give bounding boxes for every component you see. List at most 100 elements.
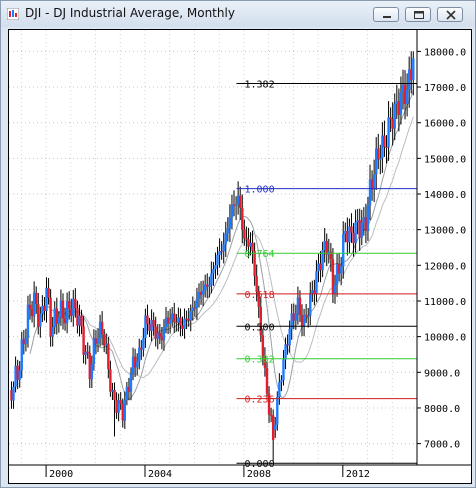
minimize-icon xyxy=(383,16,391,18)
close-button[interactable] xyxy=(437,7,463,22)
title-bar[interactable]: DJI - DJ Industrial Average, Monthly xyxy=(1,1,475,27)
candle-body xyxy=(61,300,65,319)
candle-body xyxy=(166,317,170,324)
candle-body xyxy=(292,313,295,321)
candle-body xyxy=(187,318,190,321)
candle-body xyxy=(364,217,368,232)
candle-body xyxy=(123,400,127,421)
candle-body xyxy=(105,343,108,346)
candle-body xyxy=(88,353,91,380)
candle-body xyxy=(51,327,54,337)
time-axis: 2000 2004 2008 2012 xyxy=(9,464,471,480)
candle-body xyxy=(278,382,281,397)
candle-body xyxy=(329,251,333,260)
candle-body xyxy=(360,222,363,238)
time-tick-label: 2012 xyxy=(346,469,370,480)
candle-body xyxy=(150,319,153,331)
candle-body xyxy=(86,351,89,354)
candle-body xyxy=(335,264,339,285)
candle-body xyxy=(45,287,48,311)
price-tick-label: 8000.0 xyxy=(424,404,460,415)
candle-body xyxy=(313,290,316,294)
price-tick-label: 11000.0 xyxy=(424,297,466,308)
candle-body xyxy=(224,233,227,245)
candle-body xyxy=(218,251,221,255)
price-tick-label: 14000.0 xyxy=(424,190,466,201)
candle-body xyxy=(348,226,351,243)
candle-body xyxy=(185,318,188,320)
candle-body xyxy=(302,314,306,327)
fib-level-label: 1.000 xyxy=(244,185,274,196)
candle-body xyxy=(121,403,124,421)
time-tick-label: 2000 xyxy=(49,469,73,480)
candle-body xyxy=(397,101,401,115)
candle-body xyxy=(362,217,366,223)
candle-body xyxy=(142,338,145,350)
candle-body xyxy=(76,308,79,326)
candle-body xyxy=(366,205,370,232)
candle-body xyxy=(234,204,238,206)
candle-body xyxy=(144,315,147,339)
candle-body xyxy=(210,273,213,286)
moving-average-slow xyxy=(50,116,414,379)
time-tick-label: 2008 xyxy=(247,469,271,480)
candle-body xyxy=(226,228,230,234)
candle-body xyxy=(119,400,122,404)
candle-body xyxy=(379,158,382,160)
candle-body xyxy=(183,318,186,329)
candle-body xyxy=(111,389,114,392)
candle-body xyxy=(321,250,324,271)
candle-body xyxy=(78,315,81,326)
candle-body xyxy=(261,335,265,357)
candle-body xyxy=(354,222,357,244)
candle-body xyxy=(259,306,263,336)
candle-body xyxy=(22,339,26,345)
candle-body xyxy=(171,313,174,320)
candle-body xyxy=(173,313,176,322)
candle-body xyxy=(372,174,376,190)
candle-body xyxy=(298,297,302,316)
candle-body xyxy=(156,332,159,339)
candle-body xyxy=(346,231,349,243)
candle-body xyxy=(10,390,13,401)
candle-body xyxy=(216,254,219,266)
candle-body xyxy=(352,232,355,244)
candle-body xyxy=(37,304,40,327)
candle-body xyxy=(304,314,308,317)
candle-body xyxy=(154,326,157,339)
candle-body xyxy=(391,119,394,129)
price-tick-label: 13000.0 xyxy=(424,226,466,237)
candle-body xyxy=(100,321,104,335)
candle-body xyxy=(109,369,112,392)
candle-body xyxy=(350,226,353,233)
candle-body xyxy=(129,373,133,392)
candle-body xyxy=(247,239,250,247)
candle-body xyxy=(55,308,59,324)
candle-body xyxy=(232,204,236,206)
candle-body xyxy=(267,393,271,415)
candle-body xyxy=(230,204,234,218)
maximize-button[interactable] xyxy=(405,7,431,22)
candle-body xyxy=(403,84,407,105)
candle-body xyxy=(284,344,287,360)
candle-body xyxy=(193,307,197,309)
candle-body xyxy=(65,301,69,324)
candle-body xyxy=(24,337,28,345)
candle-body xyxy=(290,313,293,329)
candle-body xyxy=(337,264,341,274)
candle-body xyxy=(199,291,203,295)
candle-body xyxy=(288,328,291,346)
candle-body xyxy=(333,284,337,294)
minimize-button[interactable] xyxy=(373,7,399,22)
price-tick-label: 12000.0 xyxy=(424,261,466,272)
chart-area[interactable]: 1.382 1.000 0.764 0.618 0.500 0.382 0.236 0.000… xyxy=(8,29,472,484)
price-chart[interactable]: 1.3821.0000.7640.6180.5000.3820.2360.000… xyxy=(9,30,471,483)
candle-body xyxy=(339,266,343,274)
candle-body xyxy=(368,179,372,206)
candle-body xyxy=(20,339,23,371)
candle-body xyxy=(72,298,75,316)
candle-body xyxy=(383,135,386,147)
price-tick-label: 16000.0 xyxy=(424,119,466,130)
candle-body xyxy=(315,271,318,294)
candle-body xyxy=(375,148,378,175)
